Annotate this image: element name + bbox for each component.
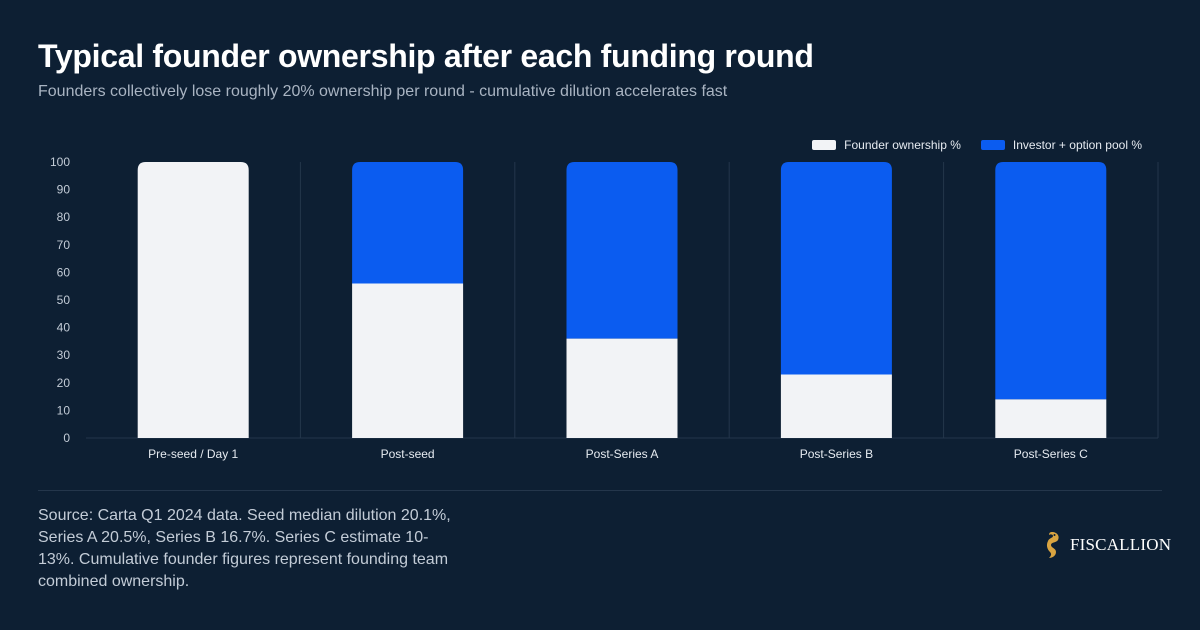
- bar-founder-segment: [566, 338, 678, 438]
- legend-item-investor: Investor + option pool %: [980, 138, 1142, 152]
- stacked-bar-chart: 0 10 20 30 40 50 60 70 80 90 100 Pre-seed / Day 1 Po…: [50, 155, 1159, 461]
- bar-investor-segment: [995, 162, 1107, 400]
- bar-investor-segment: [780, 162, 892, 375]
- x-tick-label: Post-seed: [381, 447, 435, 461]
- y-tick-label: 20: [57, 376, 71, 390]
- legend-label-founder: Founder ownership %: [844, 138, 961, 152]
- legend-swatch-founder: [812, 140, 837, 150]
- source-note: Source: Carta Q1 2024 data. Seed median …: [38, 507, 451, 590]
- bar-founder-segment: [780, 374, 892, 438]
- y-tick-label: 40: [57, 321, 71, 335]
- chart-subtitle: Founders collectively lose roughly 20% o…: [38, 83, 728, 100]
- x-tick-label: Post-Series B: [800, 447, 873, 461]
- y-tick-label: 60: [57, 265, 71, 279]
- y-tick-label: 50: [57, 293, 71, 307]
- x-tick-label: Pre-seed / Day 1: [148, 447, 238, 461]
- bar-founder-segment: [137, 162, 249, 438]
- chart-legend: Founder ownership % Investor + option po…: [812, 138, 1142, 152]
- brand: FISCALLION: [1040, 530, 1171, 560]
- y-tick-label: 80: [57, 210, 71, 224]
- brand-name: FISCALLION: [1070, 535, 1172, 554]
- y-tick-label: 10: [57, 403, 71, 417]
- footer-divider: [38, 490, 1162, 491]
- chart-title: Typical founder ownership after each fun…: [38, 38, 814, 74]
- y-tick-label: 30: [57, 348, 71, 362]
- bar-founder-segment: [352, 283, 464, 438]
- seahorse-logo-icon: [1046, 532, 1059, 558]
- x-tick-label: Post-Series A: [586, 447, 659, 461]
- y-tick-label: 0: [63, 431, 70, 445]
- y-tick-label: 100: [50, 155, 70, 169]
- legend-item-founder: Founder ownership %: [812, 138, 961, 152]
- bar-investor-segment: [566, 162, 678, 339]
- legend-swatch-investor: [980, 140, 1005, 150]
- bar-investor-segment: [352, 162, 464, 284]
- y-tick-label: 90: [57, 183, 71, 197]
- bar-founder-segment: [995, 399, 1107, 438]
- y-tick-label: 70: [57, 238, 71, 252]
- x-tick-label: Post-Series C: [1014, 447, 1088, 461]
- legend-label-investor: Investor + option pool %: [1012, 138, 1142, 152]
